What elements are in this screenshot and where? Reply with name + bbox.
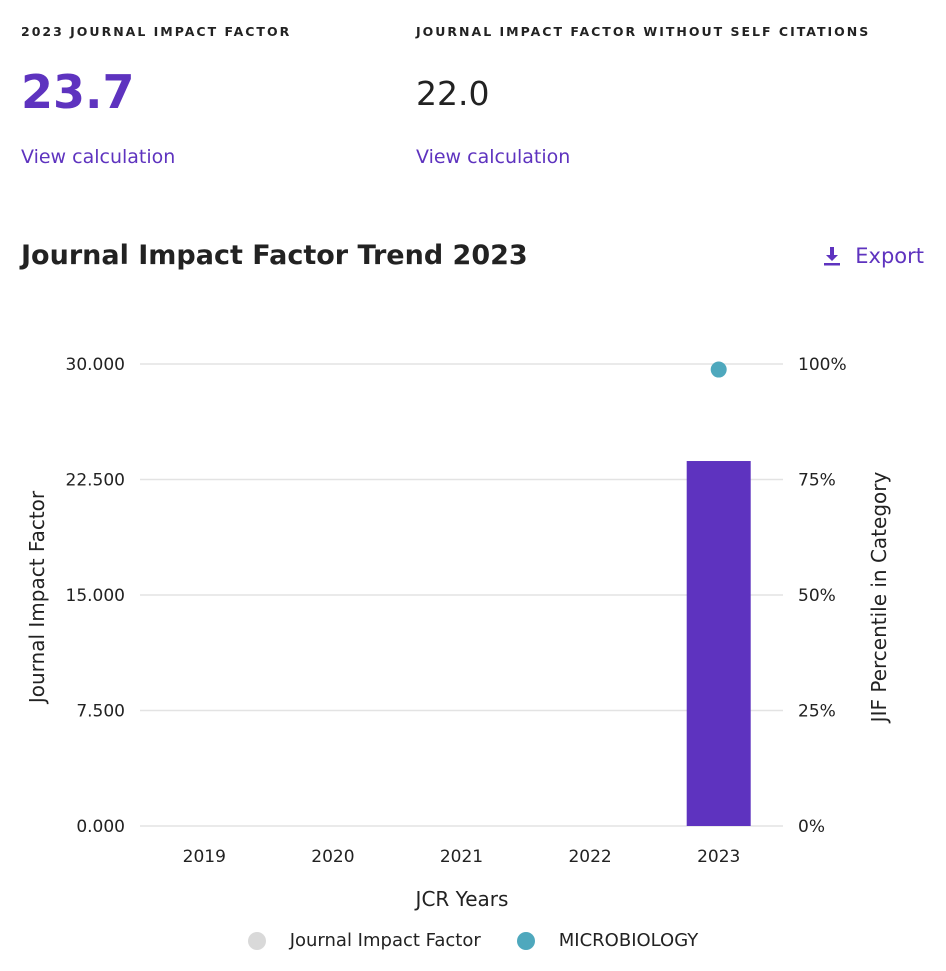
y-tick-label: 0.000 (76, 817, 125, 837)
y-tick-label: 15.000 (66, 586, 125, 606)
y2-tick-label: 50% (798, 586, 836, 606)
chart-legend: Journal Impact Factor MICROBIOLOGY (0, 930, 946, 951)
percentile-points (710, 361, 727, 378)
x-axis-ticks: 2019 2020 2021 2022 2023 (183, 847, 741, 867)
jif-view-calculation-link[interactable]: View calculation (21, 146, 176, 168)
legend-label-microbiology: MICROBIOLOGY (558, 930, 699, 951)
x-tick-label: 2022 (568, 847, 611, 867)
jif-trend-chart: 0.000 7.500 15.000 22.500 30.000 0% 25% 50% 75%… (25, 355, 891, 911)
jif-value: 23.7 (21, 65, 135, 119)
legend-dot-microbiology (516, 931, 535, 950)
x-tick-label: 2020 (311, 847, 354, 867)
y-axis-title: Journal Impact Factor (25, 490, 49, 705)
x-axis-title: JCR Years (414, 887, 509, 911)
jif-without-self-citations-label: JOURNAL IMPACT FACTOR WITHOUT SELF CITAT… (416, 24, 871, 39)
y2-tick-label: 25% (798, 702, 836, 722)
right-axis-ticks: 0% 25% 50% 75% 100% (798, 355, 847, 837)
bar-2023[interactable] (686, 461, 751, 826)
jif-metric: 2023 JOURNAL IMPACT FACTOR 23.7 View cal… (21, 24, 292, 168)
legend-item-microbiology[interactable]: MICROBIOLOGY (516, 930, 699, 951)
jif-without-self-citations-view-calculation-link[interactable]: View calculation (416, 146, 571, 168)
y2-axis-title: JIF Percentile in Category (867, 472, 891, 725)
x-tick-label: 2021 (440, 847, 483, 867)
x-tick-label: 2023 (697, 847, 740, 867)
left-axis-ticks: 0.000 7.500 15.000 22.500 30.000 (66, 355, 125, 837)
jif-without-self-citations-metric: JOURNAL IMPACT FACTOR WITHOUT SELF CITAT… (416, 24, 871, 168)
export-label: Export (855, 244, 924, 268)
jif-without-self-citations-value: 22.0 (416, 74, 490, 113)
jif-label: 2023 JOURNAL IMPACT FACTOR (21, 24, 292, 39)
y-tick-label: 7.500 (76, 702, 125, 722)
bars (686, 461, 751, 826)
y-tick-label: 30.000 (66, 355, 125, 375)
x-tick-label: 2019 (183, 847, 226, 867)
legend-label-jif: Journal Impact Factor (289, 930, 481, 951)
percentile-point-2023[interactable] (710, 361, 727, 378)
legend-dot-jif (247, 931, 266, 950)
export-button[interactable]: Export (823, 244, 924, 268)
trend-section-title: Journal Impact Factor Trend 2023 (21, 240, 528, 271)
y2-tick-label: 75% (798, 471, 836, 491)
gridlines (140, 363, 783, 827)
legend-item-jif[interactable]: Journal Impact Factor (247, 930, 481, 951)
y2-tick-label: 100% (798, 355, 847, 375)
y2-tick-label: 0% (798, 817, 825, 837)
download-icon (823, 246, 841, 266)
y-tick-label: 22.500 (66, 471, 125, 491)
